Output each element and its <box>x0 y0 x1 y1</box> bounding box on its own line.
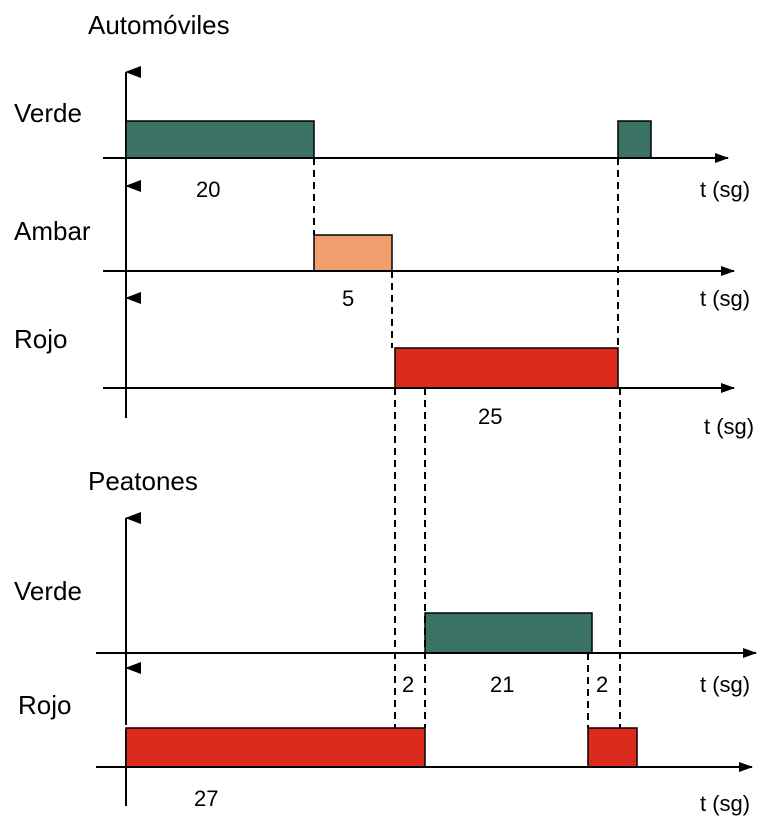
bar-car-green-2 <box>617 120 652 159</box>
duration-ped-gap-2: 2 <box>596 672 608 697</box>
time-unit-label-1: t (sg) <box>700 177 750 202</box>
duration-car-amber: 5 <box>342 286 354 311</box>
time-unit-label-5: t (sg) <box>700 791 750 816</box>
section-title-peatones: Peatones <box>88 466 198 496</box>
time-unit-label-3: t (sg) <box>704 414 754 439</box>
bar-car-amber <box>313 234 393 272</box>
duration-ped-green: 21 <box>490 672 514 697</box>
bar-ped-red-2 <box>587 727 638 768</box>
duration-ped-red: 27 <box>194 786 218 811</box>
bar-car-green-1 <box>125 120 315 159</box>
label-ped-rojo: Rojo <box>18 690 71 720</box>
bar-ped-red-1 <box>125 727 426 768</box>
duration-ped-gap-1: 2 <box>402 672 414 697</box>
label-car-ambar: Ambar <box>14 216 91 246</box>
label-car-verde: Verde <box>14 98 82 128</box>
time-unit-label-2: t (sg) <box>700 286 750 311</box>
section-title-automoviles: Automóviles <box>88 10 230 40</box>
label-car-rojo: Rojo <box>14 324 67 354</box>
label-ped-verde: Verde <box>14 576 82 606</box>
bar-car-red <box>394 347 619 389</box>
duration-car-red: 25 <box>478 404 502 429</box>
time-unit-label-4: t (sg) <box>700 672 750 697</box>
bar-ped-green <box>424 612 593 654</box>
duration-car-green: 20 <box>196 177 220 202</box>
